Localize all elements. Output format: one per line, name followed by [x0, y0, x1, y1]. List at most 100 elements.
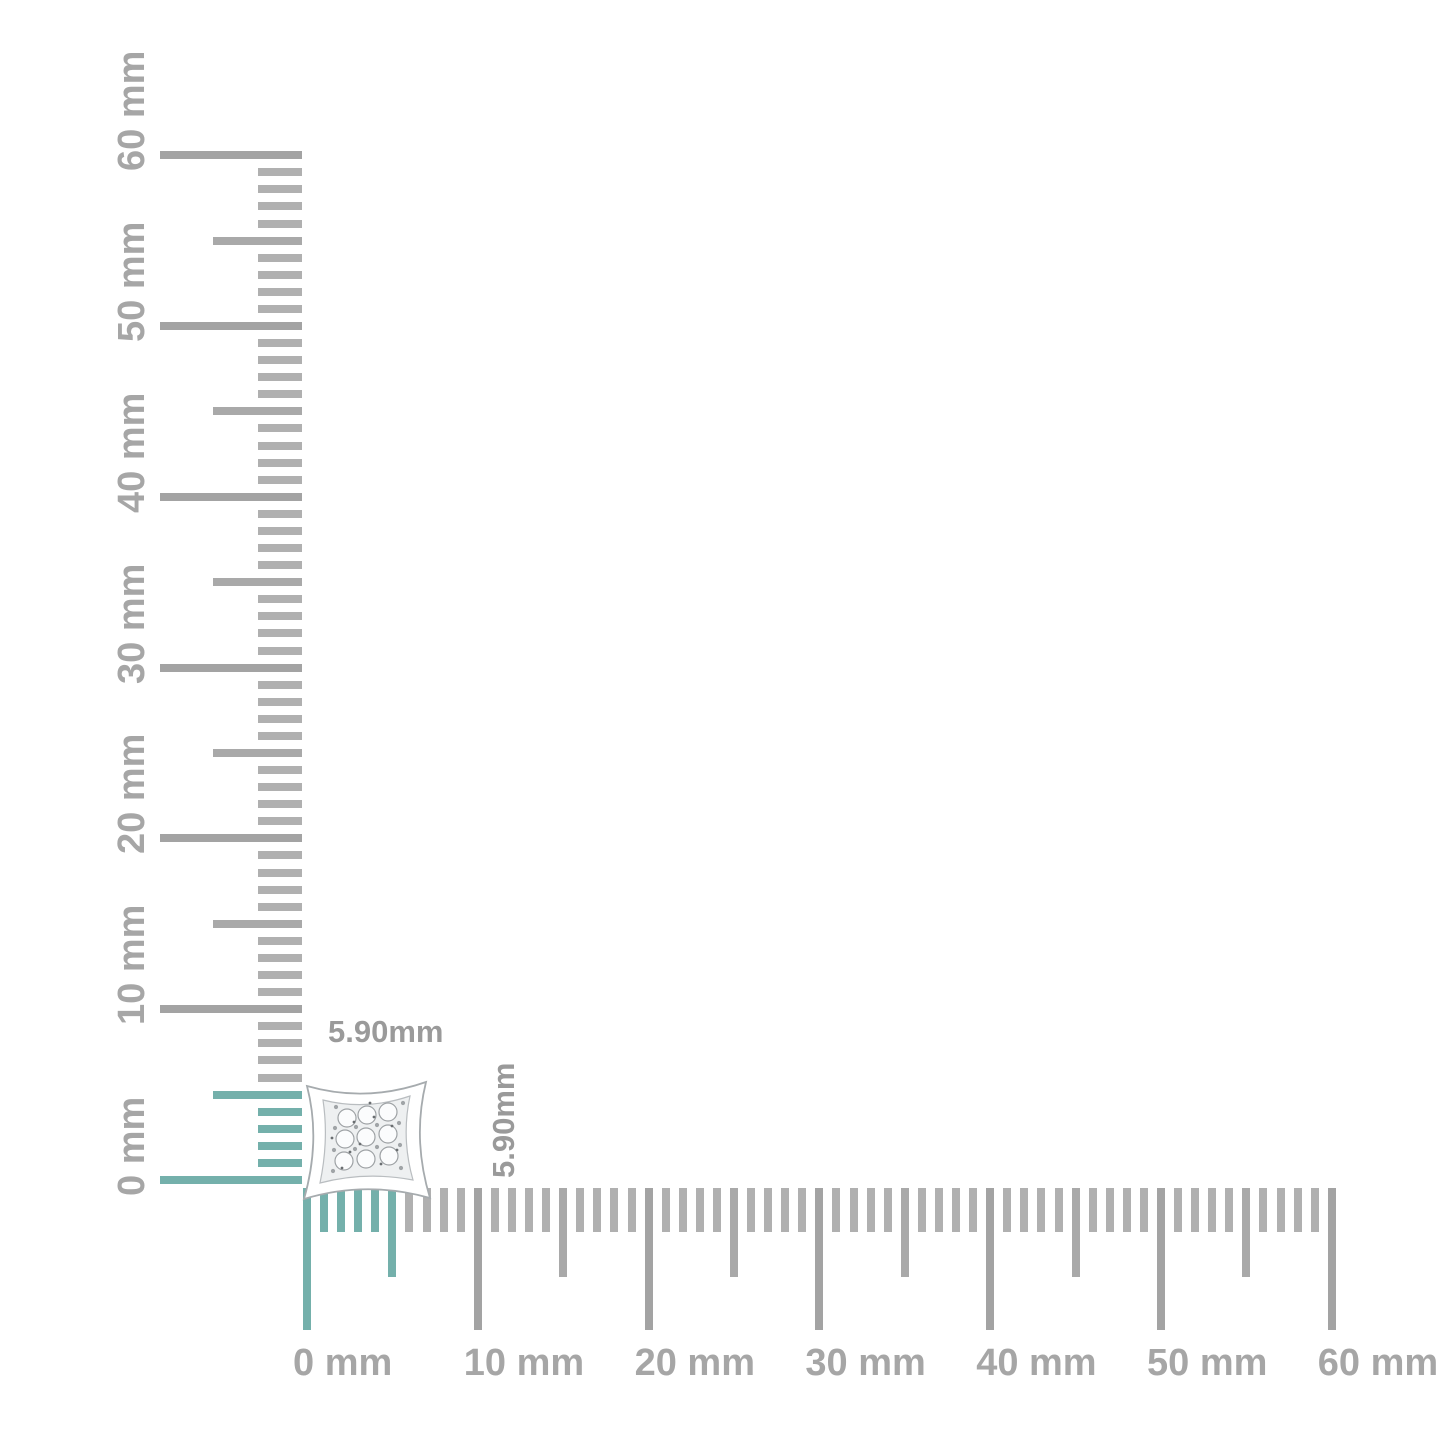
v-ruler-tick-43mm [258, 441, 302, 450]
v-ruler-tick-28mm [258, 697, 302, 706]
h-ruler-tick-30mm [815, 1188, 824, 1330]
v-ruler-tick-54mm [258, 253, 302, 262]
v-ruler-tick-52mm [258, 287, 302, 296]
h-ruler-tick-6mm [405, 1188, 414, 1232]
h-ruler-tick-49mm [1139, 1188, 1148, 1232]
h-ruler-label-40mm: 40 mm [976, 1342, 1097, 1384]
height-measurement-label: 5.90mm [486, 1062, 521, 1178]
h-ruler-tick-9mm [456, 1188, 465, 1232]
h-ruler-tick-53mm [1208, 1188, 1217, 1232]
h-ruler-tick-47mm [1105, 1188, 1114, 1232]
h-ruler-tick-52mm [1191, 1188, 1200, 1232]
v-ruler-tick-32mm [258, 629, 302, 638]
v-ruler-tick-44mm [258, 424, 302, 433]
h-ruler-tick-10mm [473, 1188, 482, 1330]
h-ruler-tick-40mm [986, 1188, 995, 1330]
v-ruler-tick-53mm [258, 270, 302, 279]
v-ruler-tick-5mm [213, 1090, 302, 1099]
earring-diamonds [334, 1102, 399, 1171]
v-ruler-tick-6mm [258, 1073, 302, 1082]
v-ruler-tick-19mm [258, 851, 302, 860]
v-ruler-tick-11mm [258, 988, 302, 997]
h-ruler-label-60mm: 60 mm [1317, 1342, 1439, 1384]
h-ruler-tick-33mm [866, 1188, 875, 1232]
v-ruler-tick-34mm [258, 595, 302, 604]
v-ruler-tick-13mm [258, 953, 302, 962]
v-ruler-tick-4mm [258, 1107, 302, 1116]
h-ruler-tick-36mm [917, 1188, 926, 1232]
h-ruler-tick-37mm [934, 1188, 943, 1232]
h-ruler-tick-54mm [1225, 1188, 1234, 1232]
v-ruler-tick-29mm [258, 680, 302, 689]
v-ruler-tick-56mm [258, 219, 302, 228]
h-ruler-tick-20mm [644, 1188, 653, 1330]
v-ruler-tick-8mm [258, 1039, 302, 1048]
h-ruler-tick-15mm [559, 1188, 568, 1277]
v-ruler-tick-42mm [258, 458, 302, 467]
h-ruler-tick-7mm [422, 1188, 431, 1232]
diamond [335, 1129, 355, 1149]
v-ruler-tick-17mm [258, 885, 302, 894]
v-ruler-tick-26mm [258, 731, 302, 740]
v-ruler-tick-39mm [258, 509, 302, 518]
diamond [334, 1151, 354, 1171]
h-ruler-tick-58mm [1293, 1188, 1302, 1232]
diamond [356, 1149, 376, 1169]
h-ruler-tick-41mm [1003, 1188, 1012, 1232]
v-ruler-tick-7mm [258, 1056, 302, 1065]
v-ruler-tick-55mm [213, 236, 302, 245]
h-ruler-tick-43mm [1037, 1188, 1046, 1232]
h-ruler-tick-32mm [849, 1188, 858, 1232]
earring-bead-dots [330, 1100, 406, 1174]
v-ruler-tick-20mm [160, 834, 302, 843]
v-ruler-label-20mm: 20 mm [111, 733, 153, 855]
v-ruler-tick-37mm [258, 544, 302, 553]
h-ruler-tick-24mm [712, 1188, 721, 1232]
v-ruler-tick-16mm [258, 902, 302, 911]
h-ruler-tick-3mm [354, 1188, 363, 1232]
h-ruler-tick-8mm [439, 1188, 448, 1232]
v-ruler-tick-36mm [258, 561, 302, 570]
h-ruler-label-10mm: 10 mm [463, 1342, 585, 1384]
h-ruler-tick-18mm [610, 1188, 619, 1232]
h-ruler-tick-5mm [388, 1188, 397, 1277]
h-ruler-tick-59mm [1310, 1188, 1319, 1232]
diamond [378, 1102, 398, 1122]
v-ruler-tick-21mm [258, 817, 302, 826]
h-ruler-tick-12mm [507, 1188, 516, 1232]
v-ruler-tick-38mm [258, 526, 302, 535]
v-ruler-tick-12mm [258, 971, 302, 980]
v-ruler-tick-1mm [258, 1158, 302, 1167]
h-ruler-tick-25mm [730, 1188, 738, 1277]
v-ruler-tick-23mm [258, 783, 302, 792]
v-ruler-tick-48mm [258, 356, 302, 365]
h-ruler-tick-35mm [900, 1188, 909, 1277]
v-ruler-tick-49mm [258, 339, 302, 348]
h-ruler-tick-34mm [883, 1188, 892, 1232]
h-ruler-tick-38mm [952, 1188, 961, 1232]
h-ruler-tick-46mm [1088, 1188, 1097, 1232]
v-ruler-tick-27mm [258, 714, 302, 723]
h-ruler-tick-2mm [337, 1188, 346, 1232]
v-ruler-tick-41mm [258, 475, 302, 484]
v-ruler-tick-9mm [258, 1022, 302, 1031]
h-ruler-tick-44mm [1054, 1188, 1063, 1232]
h-ruler-tick-51mm [1174, 1188, 1183, 1232]
v-ruler-tick-31mm [258, 646, 302, 655]
v-ruler-label-60mm: 60 mm [111, 50, 153, 172]
v-ruler-tick-30mm [160, 663, 302, 672]
h-ruler-tick-31mm [832, 1188, 841, 1232]
h-ruler-tick-42mm [1020, 1188, 1029, 1232]
h-ruler-tick-27mm [764, 1188, 773, 1232]
v-ruler-tick-58mm [258, 185, 302, 194]
v-ruler-tick-51mm [258, 304, 302, 313]
v-ruler-tick-57mm [258, 202, 302, 211]
h-ruler-tick-39mm [969, 1188, 978, 1232]
v-ruler-tick-59mm [258, 168, 302, 177]
v-ruler-label-50mm: 50 mm [111, 221, 153, 342]
h-ruler-tick-55mm [1242, 1188, 1251, 1277]
h-ruler-tick-17mm [593, 1188, 602, 1232]
h-ruler-tick-19mm [627, 1188, 636, 1232]
v-ruler-tick-24mm [258, 766, 302, 775]
